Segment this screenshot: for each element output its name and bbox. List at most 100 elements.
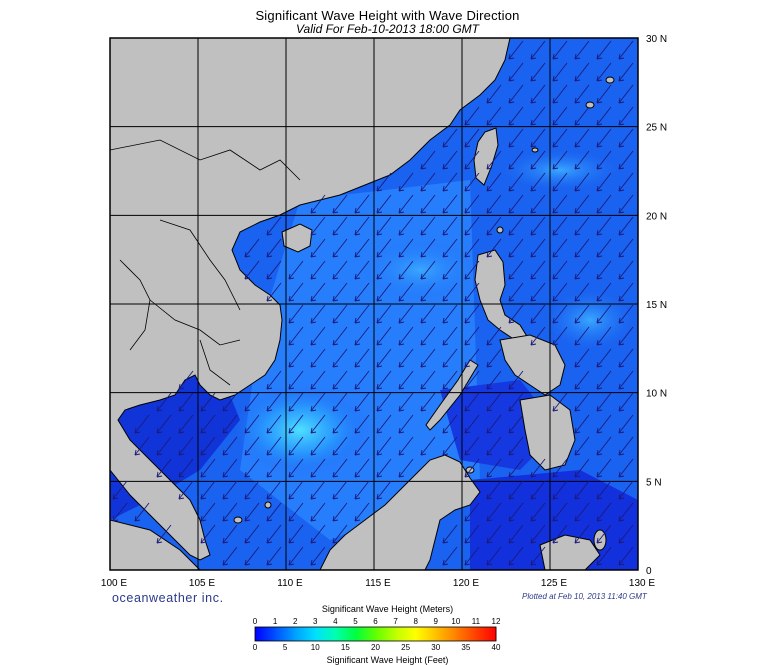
colorbar-feet-tick: 40	[492, 643, 501, 652]
colorbar-segment	[415, 627, 437, 641]
wave-arrow	[442, 326, 458, 346]
wave-arrow	[508, 304, 524, 324]
wave-arrow	[552, 480, 568, 500]
wave-arrow	[552, 392, 568, 412]
wave-arrow	[486, 546, 502, 566]
wave-arrow	[354, 304, 370, 324]
wave-arrow	[354, 458, 370, 478]
wave-arrow	[486, 480, 502, 500]
colorbar-meter-tick: 9	[434, 617, 439, 626]
wave-arrow	[266, 502, 282, 522]
wave-arrow	[530, 40, 546, 60]
wave-arrow	[574, 84, 590, 104]
wave-arrow	[552, 458, 568, 478]
wave-arrow	[332, 304, 348, 324]
wave-arrow	[596, 84, 612, 104]
colorbar-meter-tick: 10	[451, 617, 460, 626]
wave-arrow	[156, 524, 172, 544]
wave-arrow	[420, 370, 436, 390]
wave-arrow	[574, 216, 590, 236]
colorbar-segment	[355, 627, 376, 641]
wave-arrow	[354, 348, 370, 368]
wave-arrow	[288, 524, 304, 544]
wave-arrow	[508, 502, 524, 522]
wave-arrow	[618, 62, 634, 82]
wave-arrow	[178, 370, 194, 390]
wave-arrow	[354, 370, 370, 390]
colorbar-segment	[315, 627, 336, 641]
wave-arrow	[376, 436, 392, 456]
lat-lon-grid	[110, 38, 638, 570]
wave-arrow	[288, 480, 304, 500]
wave-arrow	[420, 326, 436, 346]
wave-arrow	[332, 392, 348, 412]
wave-arrow	[310, 502, 326, 522]
wave-arrow	[464, 106, 480, 126]
wave-arrow	[376, 348, 392, 368]
wave-arrow	[354, 392, 370, 412]
wave-arrow	[354, 216, 370, 236]
wave-arrow	[574, 414, 590, 434]
wave-arrow	[530, 546, 546, 566]
wave-arrow	[310, 194, 326, 214]
wave-arrow	[332, 282, 348, 302]
wave-arrow	[288, 458, 304, 478]
wave-arrow	[398, 392, 414, 412]
wave-arrow	[376, 238, 392, 258]
wave-arrow	[420, 348, 436, 368]
wave-arrow	[464, 304, 480, 324]
wave-arrow	[310, 370, 326, 390]
colorbar-feet-tick: 10	[311, 643, 320, 652]
colorbar-feet-ticks: 0 5 10 15 20 25 30 35 40	[253, 643, 501, 652]
wave-arrow	[618, 150, 634, 170]
wave-arrow	[442, 172, 458, 192]
wave-arrow	[354, 282, 370, 302]
wave-arrow	[442, 414, 458, 434]
wave-arrow	[618, 40, 634, 60]
wave-arrow	[310, 414, 326, 434]
wave-arrow	[332, 502, 348, 522]
wave-arrow	[464, 150, 480, 170]
wave-arrow	[376, 414, 392, 434]
wave-arrow	[112, 480, 128, 500]
wave-direction-arrows	[112, 40, 634, 566]
wave-arrow	[486, 194, 502, 214]
wave-arrow	[508, 106, 524, 126]
colorbar-segment	[395, 627, 417, 641]
longitude-label: 100 E	[101, 578, 127, 589]
wave-arrow	[596, 216, 612, 236]
wave-arrow	[200, 458, 216, 478]
land-taiwan	[473, 127, 499, 186]
wave-arrow	[618, 84, 634, 104]
wave-arrow	[288, 392, 304, 412]
wave-arrow	[266, 480, 282, 500]
wave-arrow	[266, 524, 282, 544]
wave-arrow	[618, 282, 634, 302]
wave-arrow	[442, 524, 458, 544]
wave-arrow	[310, 348, 326, 368]
wave-arrow	[442, 304, 458, 324]
wave-arrow	[508, 128, 524, 148]
wave-arrow	[266, 282, 282, 302]
wave-arrow	[574, 260, 590, 280]
longitude-label: 125 E	[541, 578, 567, 589]
wave-arrow	[442, 216, 458, 236]
colorbar-meter-tick: 4	[333, 617, 338, 626]
wave-arrow	[442, 546, 458, 566]
wave-arrow	[420, 304, 436, 324]
wave-arrow	[332, 458, 348, 478]
latitude-label: 10 N	[646, 389, 667, 400]
wave-arrow	[376, 392, 392, 412]
wave-arrow	[398, 458, 414, 478]
colorbar-segment	[375, 627, 397, 641]
wave-arrow	[398, 370, 414, 390]
wave-zone-high	[230, 385, 370, 475]
wave-arrow	[376, 326, 392, 346]
wave-arrow	[508, 282, 524, 302]
wave-arrow	[618, 458, 634, 478]
wave-arrow	[398, 172, 414, 192]
wave-arrow	[310, 326, 326, 346]
wave-arrow	[486, 84, 502, 104]
wave-arrow	[574, 370, 590, 390]
wave-arrow	[618, 304, 634, 324]
